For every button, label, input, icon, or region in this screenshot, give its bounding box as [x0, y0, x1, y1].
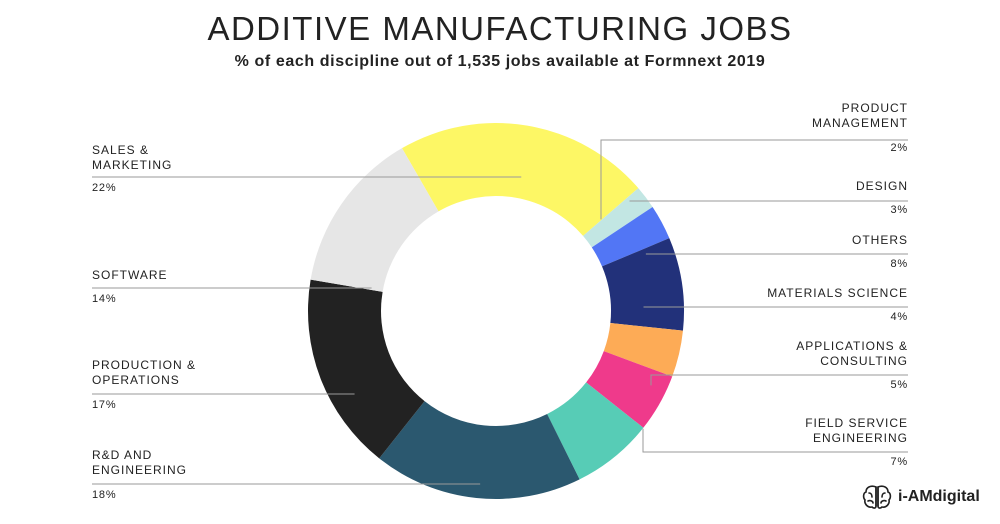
pct-production-operations: 17%	[92, 399, 117, 411]
pct-product-management: 2%	[890, 142, 908, 154]
pct-sales-marketing: 22%	[92, 182, 117, 194]
pct-rd-engineering: 18%	[92, 489, 117, 501]
pct-software: 14%	[92, 293, 117, 305]
donut-slice-8	[308, 279, 425, 459]
label-applications-consulting: APPLICATIONS & CONSULTING	[796, 339, 908, 368]
donut-slice-5	[586, 351, 673, 428]
label-sales-marketing: SALES & MARKETING	[92, 143, 173, 172]
pct-design: 3%	[890, 204, 908, 216]
label-materials-science: MATERIALS SCIENCE	[767, 286, 908, 300]
label-others: OTHERS	[851, 233, 908, 247]
brand-name: i-AMdigital	[898, 488, 980, 505]
chart-subtitle: % of each discipline out of 1,535 jobs a…	[234, 53, 766, 70]
label-product-management: PRODUCT MANAGEMENT	[811, 101, 908, 130]
donut-slice-0	[402, 123, 639, 236]
label-rd-engineering: R&D AND ENGINEERING	[92, 448, 188, 477]
pct-materials-science: 4%	[890, 311, 908, 323]
pct-others: 8%	[890, 258, 908, 270]
donut-slice-4	[603, 323, 683, 377]
donut-slice-3	[602, 238, 684, 331]
donut-slice-6	[547, 382, 644, 480]
pct-field-service-engineering: 7%	[890, 456, 908, 468]
label-production-operations: PRODUCTION & OPERATIONS	[92, 358, 197, 387]
donut-slice-2	[591, 206, 670, 267]
donut-slice-7	[379, 401, 580, 499]
label-software: SOFTWARE	[92, 268, 168, 282]
brand-logo: i-AMdigital	[862, 484, 980, 510]
leader-line-1	[600, 139, 908, 220]
donut-slice-9	[310, 148, 439, 292]
leader-line-5	[650, 374, 908, 386]
leader-line-6	[642, 428, 908, 453]
label-design: DESIGN	[855, 179, 908, 193]
donut-slice-1	[583, 188, 653, 248]
label-field-service-engineering: FIELD SERVICE ENGINEERING	[805, 416, 908, 445]
pct-applications-consulting: 5%	[890, 379, 908, 391]
brain-icon	[862, 485, 892, 509]
chart-title: ADDITIVE MANUFACTURING JOBS	[207, 10, 793, 47]
